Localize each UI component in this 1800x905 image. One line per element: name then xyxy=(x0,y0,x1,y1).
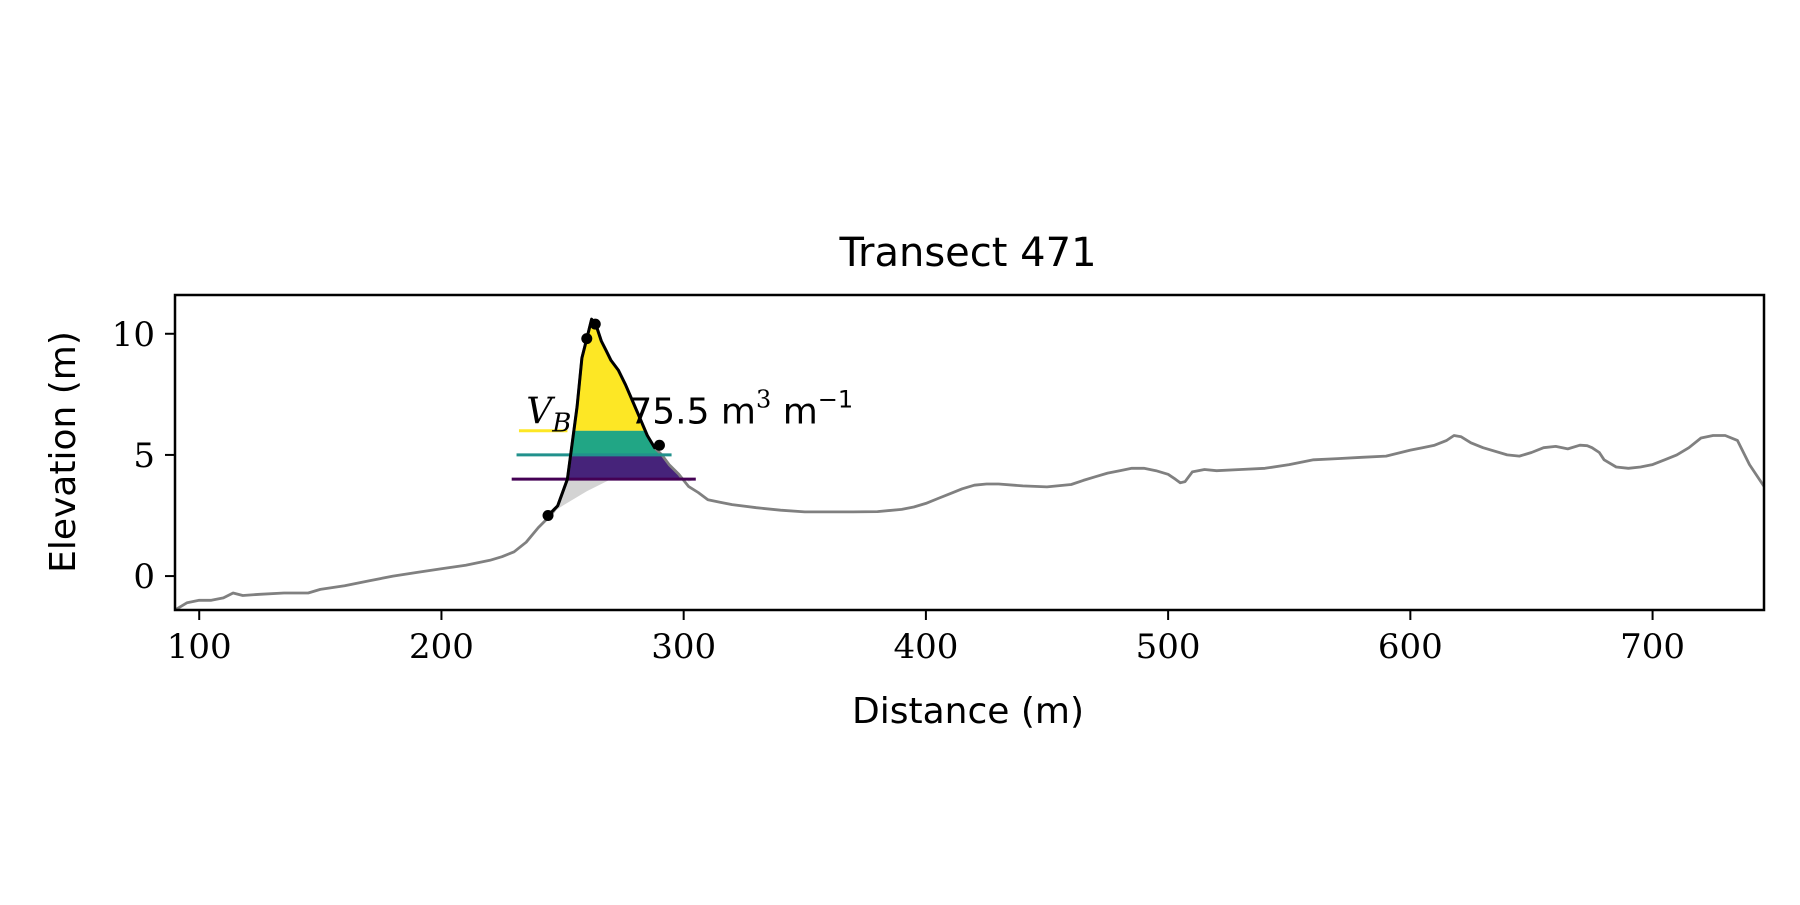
dune-marker xyxy=(653,439,665,451)
x-tick-label: 700 xyxy=(1620,627,1685,667)
plot-area: VB 75.5 m3 m−1 xyxy=(175,317,1764,610)
plot-frame xyxy=(173,293,1766,612)
y-axis-label: Elevation (m) xyxy=(43,331,84,573)
profile-line xyxy=(175,317,1764,610)
dune-marker xyxy=(581,333,593,345)
y-tick-label: 10 xyxy=(112,315,155,355)
plot-content xyxy=(175,317,1764,610)
dune-marker xyxy=(589,318,601,330)
volume-band-0 xyxy=(548,454,696,480)
x-axis: 100 200 300 400 500 600 700 xyxy=(167,610,1685,667)
x-tick-label: 300 xyxy=(651,627,716,667)
dune-outline xyxy=(546,317,661,517)
x-tick-label: 200 xyxy=(409,627,474,667)
x-tick-label: 100 xyxy=(167,627,232,667)
volume-annotation: VB 75.5 m3 m−1 xyxy=(526,385,853,438)
y-tick-label: 5 xyxy=(133,436,155,476)
y-axis: 0 5 10 xyxy=(112,315,175,597)
x-axis-label: Distance (m) xyxy=(852,691,1084,732)
x-tick-label: 600 xyxy=(1378,627,1443,667)
chart-title: Transect 471 xyxy=(838,230,1096,276)
y-tick-label: 0 xyxy=(133,557,155,597)
dune-marker xyxy=(542,510,554,521)
x-tick-label: 400 xyxy=(893,627,958,667)
x-tick-label: 500 xyxy=(1136,627,1201,667)
